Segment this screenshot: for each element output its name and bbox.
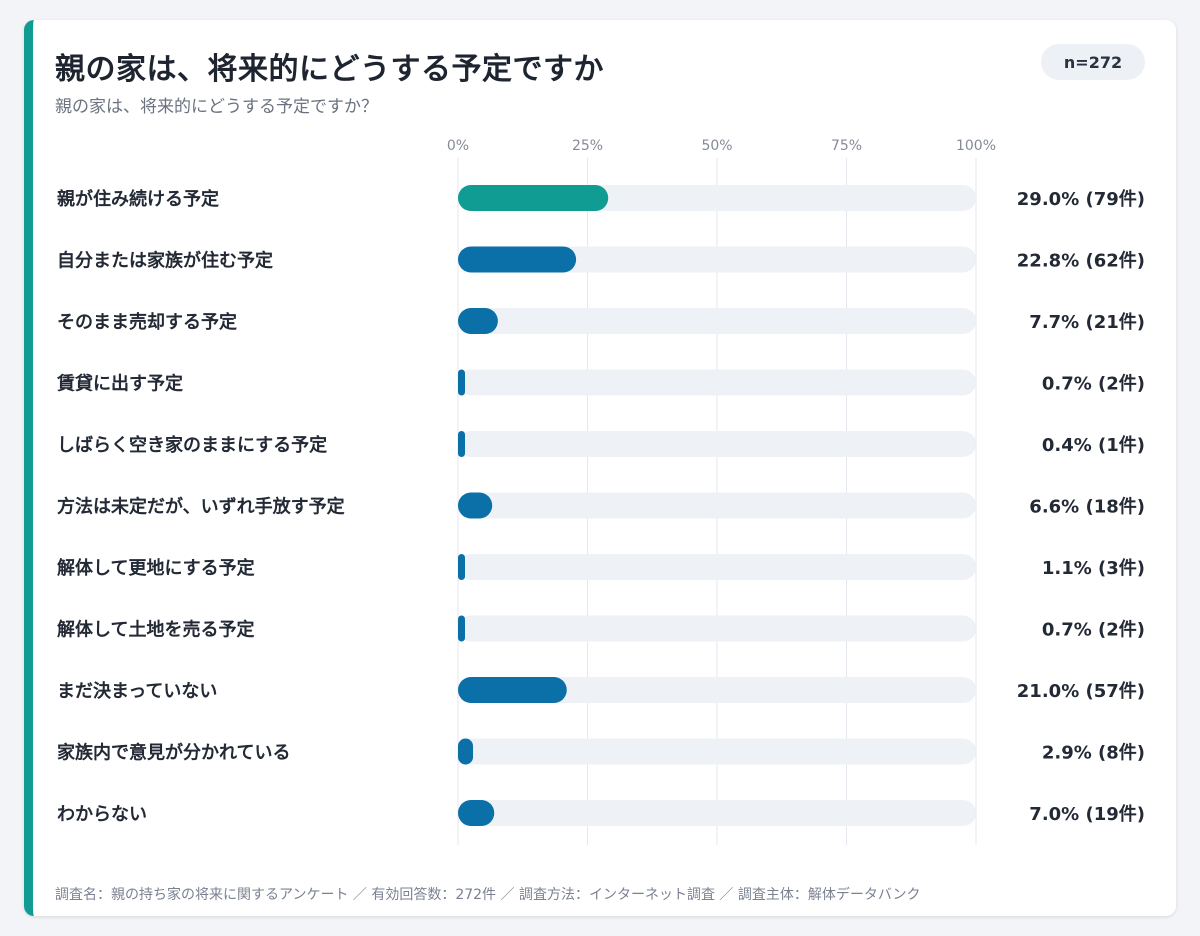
- bar-track: [458, 677, 976, 703]
- category-label: 家族内で意見が分かれている: [57, 742, 290, 764]
- bar-track: [458, 369, 976, 396]
- x-tick-label: 50%: [701, 138, 732, 154]
- value-label: 2.9% (8件): [1042, 742, 1145, 764]
- category-label: 解体して更地にする予定: [57, 557, 255, 579]
- bar-track: [458, 738, 976, 765]
- category-label: わからない: [57, 804, 147, 825]
- page-subtitle: 親の家は、将来的にどうする予定ですか？: [55, 97, 378, 117]
- bar: [458, 492, 493, 519]
- category-label: 方法は未定だが、いずれ手放す予定: [57, 496, 345, 518]
- bar: [458, 308, 498, 334]
- bar: [458, 431, 465, 457]
- value-label: 0.4% (1件): [1042, 434, 1145, 456]
- bar: [458, 677, 567, 703]
- value-label: 6.6% (18件): [1029, 496, 1145, 518]
- value-label: 29.0% (79件): [1017, 188, 1145, 210]
- bar: [458, 800, 495, 826]
- chart-card: 親の家は、将来的にどうする予定ですか 親の家は、将来的にどうする予定ですか？ n…: [24, 20, 1176, 916]
- bar-track: [458, 431, 976, 457]
- value-label: 21.0% (57件): [1017, 680, 1145, 702]
- bar: [458, 738, 474, 765]
- bar: [458, 185, 609, 211]
- value-label: 0.7% (2件): [1042, 619, 1145, 641]
- category-label: しばらく空き家のままにする予定: [57, 434, 327, 456]
- value-label: 1.1% (3件): [1042, 557, 1145, 579]
- bar-track: [458, 492, 976, 519]
- category-label: 解体して土地を売る予定: [57, 619, 254, 641]
- category-label: 賃貸に出す予定: [56, 373, 183, 395]
- bar: [458, 615, 465, 642]
- bar: [458, 554, 465, 580]
- category-label: 親が住み続ける予定: [57, 188, 219, 210]
- bar-track: [458, 246, 976, 273]
- x-tick-label: 25%: [572, 138, 603, 154]
- category-label: そのまま売却する予定: [57, 311, 237, 333]
- bar-track: [458, 308, 976, 334]
- value-label: 7.7% (21件): [1029, 311, 1145, 333]
- bar: [458, 246, 577, 273]
- category-label: まだ決まっていない: [57, 680, 217, 702]
- x-tick-label: 75%: [831, 138, 862, 154]
- x-tick-label: 100%: [956, 138, 996, 154]
- survey-footnote: 調査名：親の持ち家の将来に関するアンケート ／ 有効回答数：272件 ／ 調査方…: [55, 887, 921, 903]
- value-label: 7.0% (19件): [1029, 803, 1145, 825]
- category-label: 自分または家族が住む予定: [57, 250, 273, 272]
- value-label: 0.7% (2件): [1042, 373, 1145, 395]
- bar: [458, 369, 465, 396]
- bar-track: [458, 800, 976, 826]
- x-tick-label: 0%: [447, 138, 469, 154]
- sample-size-badge: n=272: [1041, 44, 1145, 80]
- bar-track: [458, 554, 976, 580]
- value-label: 22.8% (62件): [1017, 250, 1145, 272]
- bar-track: [458, 615, 976, 642]
- page-title: 親の家は、将来的にどうする予定ですか: [55, 52, 604, 87]
